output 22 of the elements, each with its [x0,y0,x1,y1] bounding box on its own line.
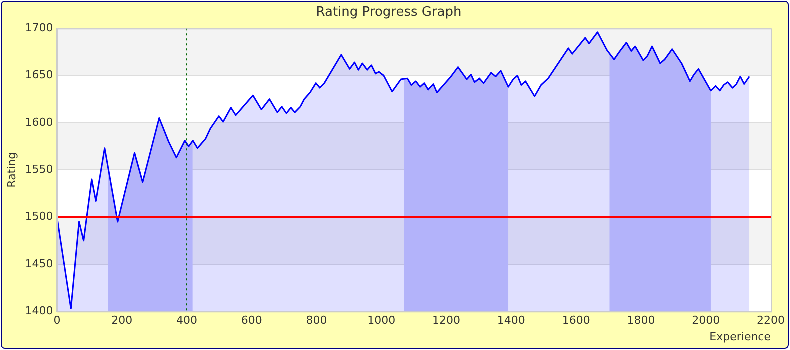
y-tick-label: 1450 [25,257,54,270]
y-tick-label: 1650 [25,68,54,82]
x-tick-label: 600 [241,314,262,328]
chart-title: Rating Progress Graph [316,5,462,20]
x-tick-label: 400 [176,314,198,328]
y-tick-label: 1500 [25,210,54,224]
x-tick-label: 0 [54,314,61,328]
x-tick-label: 1400 [497,314,526,328]
x-tick-label: 2200 [757,314,786,328]
x-tick-label: 1200 [432,314,461,328]
x-tick-label: 2000 [692,314,720,328]
y-tick-label: 1400 [25,304,54,318]
x-tick-label: 200 [112,314,133,328]
y-tick-label: 1700 [25,21,54,34]
y-tick-label: 1550 [25,162,54,176]
x-tick-label: 1800 [627,314,656,328]
x-tick-label: 1000 [368,314,396,328]
x-tick-label: 800 [306,314,328,328]
y-tick-label: 1600 [25,116,54,129]
y-axis-title: Rating [5,152,18,188]
x-axis-title: Experience [710,330,772,344]
x-tick-label: 1600 [562,314,590,328]
